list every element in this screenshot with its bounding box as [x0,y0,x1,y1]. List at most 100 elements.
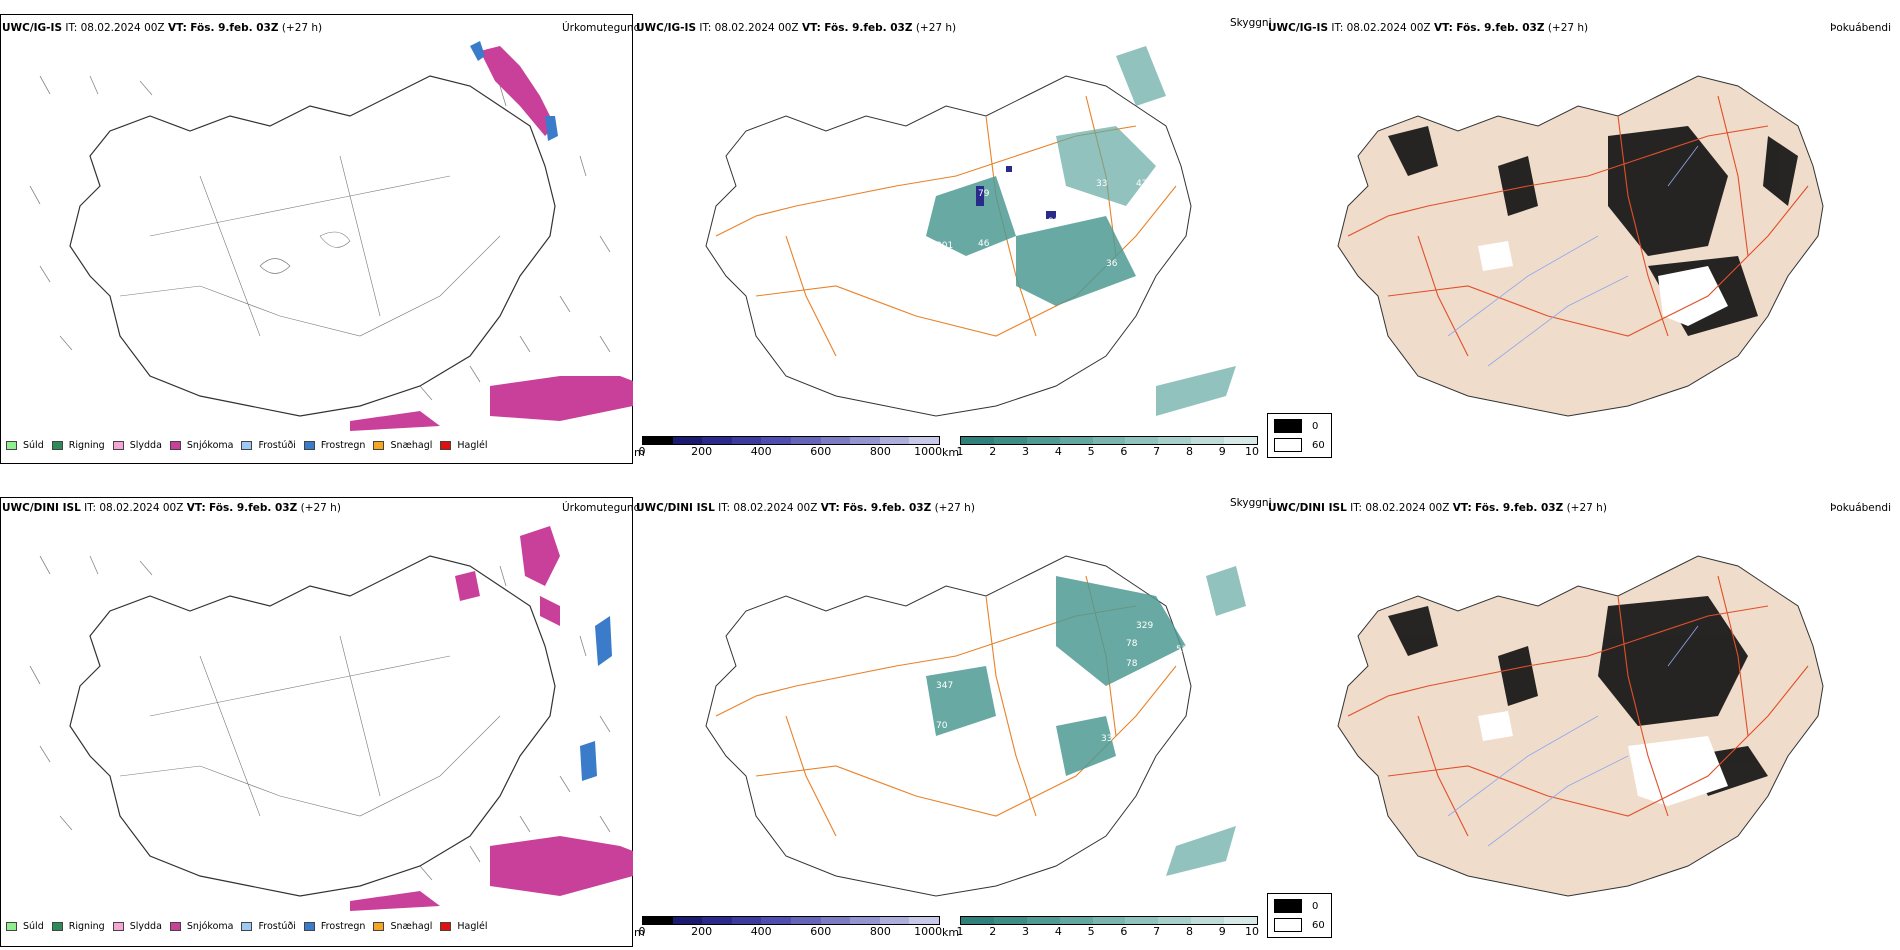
title-precip-1: Úrkomutegund [562,502,641,514]
title-visibility-0: Skyggni [1230,17,1272,29]
legend-item-slydda: Slydda [112,440,162,451]
elevation-unit-1: m [634,926,645,939]
visibility-fill-1 [926,176,1016,256]
visibility-label: 78 [1126,659,1138,669]
legend-item-rigning: Rigning [51,440,105,451]
roads-outline [119,155,501,337]
legend-item-haglel: Haglél [440,440,488,451]
visibility-label: 46 [978,239,990,249]
title-fog-0: Þokuábendi [1830,22,1891,34]
fog-glacier-areas [1478,241,1728,326]
fog-dark-areas [1388,596,1768,796]
legend-item-frostregn: Frostregn [303,440,365,451]
model-name: UWC/IG-IS [2,22,63,34]
visibility-label: 33 [1101,734,1112,744]
visibility-fill-4 [1166,566,1246,876]
visibility-label: 53 [1176,645,1187,655]
legend-item-snjokoma: Snjókoma [169,440,233,451]
title-fog-1: Þokuábendi [1830,502,1891,514]
it-value: 08.02.2024 00Z [80,22,165,34]
visibility-label: 301 [936,241,953,251]
header-fog-0: UWC/IG-IS IT: 08.02.2024 00Z VT: Fös. 9.… [1268,22,1589,34]
fog-map-1 [1337,555,1824,897]
fog-legend-1: 0 60 [1267,893,1332,938]
legend-swatch [440,441,452,450]
title-precip-0: Úrkomutegund [562,22,641,34]
legend-swatch [241,441,253,450]
visibility-map-1: 347 27 70 329 78 78 53 33 [705,555,1246,897]
precip-legend-1: Súld Rigning Slydda Snjókoma Frostúði Fr… [6,921,488,932]
visibility-label: 27 [1026,691,1037,701]
precip-map-0 [29,41,633,431]
iceland-outline [69,555,556,897]
wind-barbs [29,75,611,401]
snow-area-ne [455,526,560,626]
fog-swatch-white [1274,438,1302,452]
visibility-colorbar-1: 1 2 3 4 5 6 7 8 9 10 [957,916,1259,939]
visibility-fill-3 [1056,716,1116,776]
precip-legend-0: Súld Rigning Slydda Snjókoma Frostúði Fr… [6,440,488,451]
visibility-colorbar-0: 1 2 3 4 5 6 7 8 9 10 [957,436,1259,459]
visibility-value-labels: 347 27 70 329 78 78 53 33 [936,621,1187,744]
precip-map-1 [29,526,633,911]
frostregn-area-ne [470,41,558,141]
visibility-label: 329 [1136,621,1153,631]
visibility-label: 42 [1136,179,1147,189]
precip-map-frame-1 [0,497,633,947]
visibility-label: 70 [936,721,948,731]
title-visibility-1: Skyggni [1230,497,1272,509]
elevation-spots [976,166,1056,219]
elevation-unit-0: m [634,446,645,459]
header-visibility-1: UWC/DINI ISL IT: 08.02.2024 00Z VT: Fös.… [636,502,975,514]
iceland-outline [69,75,556,417]
visibility-unit-0: km [942,446,960,459]
wind-barbs [29,555,611,881]
header-fog-1: UWC/DINI ISL IT: 08.02.2024 00Z VT: Fös.… [1268,502,1607,514]
legend-swatch [169,441,181,450]
fog-legend-0: 0 60 [1267,413,1332,458]
fog-roads [1347,95,1809,357]
visibility-fill-2 [1056,576,1186,686]
fog-roads [1347,575,1809,837]
visibility-label: 98 [1048,217,1060,227]
legend-swatch [112,441,124,450]
visibility-value-labels: 79 46 98 301 36 33 42 [936,179,1147,269]
visibility-label: 347 [936,681,953,691]
visibility-label: 78 [1126,639,1138,649]
fog-rivers [1447,145,1699,367]
vt-value: Fös. 9.feb. 03Z [190,22,279,34]
fog-map-0 [1337,75,1824,417]
visibility-fill-3 [1056,46,1236,416]
header-precip-1: UWC/DINI ISL IT: 08.02.2024 00Z VT: Fös.… [2,502,341,514]
legend-swatch [6,441,17,450]
elevation-colorbar-1: 0 200 400 600 800 1000 [639,916,942,939]
it-label: IT: [65,22,78,34]
frostregn-area [580,616,612,781]
visibility-fill-1 [926,666,996,736]
visibility-label: 36 [1106,259,1118,269]
visibility-label: 33 [1096,179,1107,189]
header-visibility-0: UWC/IG-IS IT: 08.02.2024 00Z VT: Fös. 9.… [636,22,957,34]
legend-item-frostudi: Frostúði [241,440,296,451]
fog-rivers [1447,625,1699,847]
legend-swatch [373,441,385,450]
fog-swatch-black [1274,419,1302,433]
precip-map-frame-0 [0,14,633,464]
snow-area-ne [480,46,555,136]
legend-swatch [303,441,315,450]
visibility-label: 79 [978,189,990,199]
legend-swatch [51,441,63,450]
fog-glacier-areas [1478,711,1728,806]
vt-label: VT: [167,22,187,34]
roads-outline [119,635,501,817]
legend-item-snaehagl: Snæhagl [373,440,432,451]
legend-item-sold: Súld [6,440,44,451]
roads [715,575,1177,837]
header-precip-0: UWC/IG-IS IT: 08.02.2024 00Z VT: Fös. 9.… [2,22,322,34]
visibility-map-0: 79 46 98 301 36 33 42 [705,46,1236,417]
roads [715,95,1177,357]
visibility-unit-1: km [942,926,960,939]
elevation-colorbar-0: 0 200 400 600 800 1000 [639,436,942,459]
lead-time: (+27 h) [281,22,323,34]
snow-area-se [350,836,633,911]
